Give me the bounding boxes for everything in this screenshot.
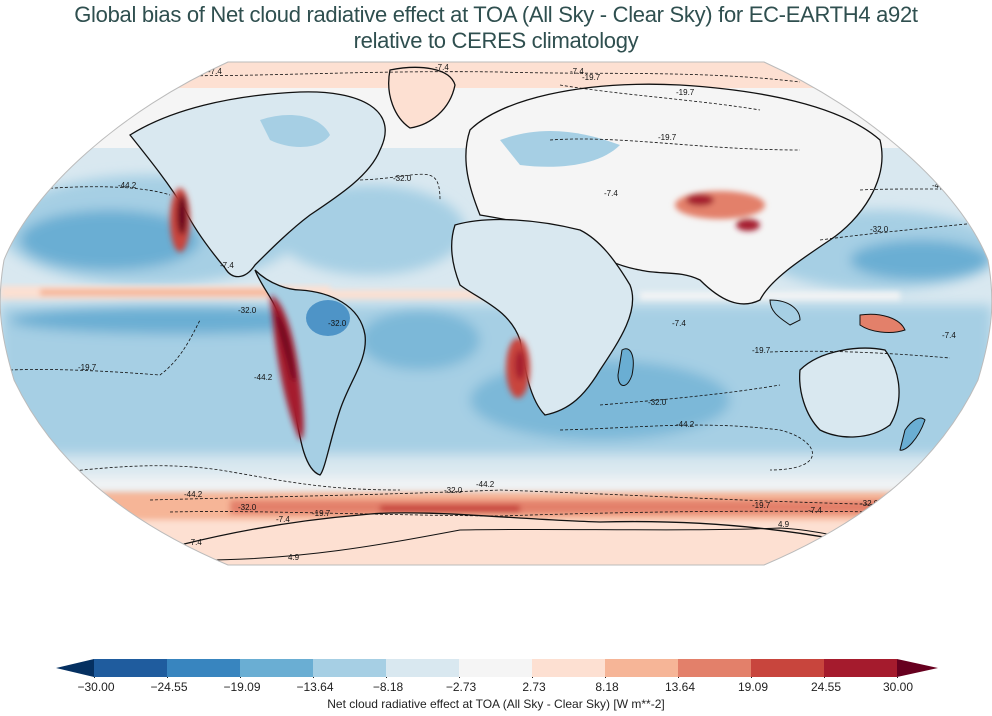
- svg-text:-44.2: -44.2: [254, 373, 273, 382]
- svg-text:-44.2: -44.2: [476, 480, 495, 489]
- svg-text:-32.0: -32.0: [870, 225, 889, 234]
- svg-text:-19.7: -19.7: [752, 501, 771, 510]
- world-map: -7.4 -7.4 -7.4 -19.7 -19.7 -19.7 -44.2 -…: [0, 60, 992, 568]
- colorbar: [56, 659, 938, 678]
- svg-text:-7.4: -7.4: [276, 515, 290, 524]
- svg-text:-7.4: -7.4: [220, 261, 234, 270]
- colorbar-tick: −30.00: [77, 680, 115, 694]
- colorbar-extend-min: [56, 659, 94, 677]
- colorbar-tick: 19.09: [737, 680, 769, 694]
- contour-lines: [9, 71, 986, 517]
- svg-text:-32.0: -32.0: [648, 398, 667, 407]
- colorbar-label: Net cloud radiative effect at TOA (All S…: [327, 697, 665, 711]
- colorbar-tick: 30.00: [882, 680, 914, 694]
- svg-text:-7.4: -7.4: [604, 189, 618, 198]
- svg-text:-7.4: -7.4: [435, 63, 449, 72]
- svg-text:-19.7: -19.7: [582, 73, 601, 82]
- colorbar-tick: −19.09: [223, 680, 261, 694]
- svg-text:-44.2: -44.2: [184, 490, 203, 499]
- map-field: -7.4 -7.4 -7.4 -19.7 -19.7 -19.7 -44.2 -…: [0, 62, 992, 565]
- svg-text:-32.0: -32.0: [393, 174, 412, 183]
- svg-text:-19.7: -19.7: [312, 509, 331, 518]
- svg-text:-19.7: -19.7: [752, 346, 771, 355]
- svg-text:-19.7: -19.7: [658, 133, 677, 142]
- svg-text:-7.4: -7.4: [942, 331, 956, 340]
- svg-text:-44.2: -44.2: [118, 181, 137, 190]
- svg-text:4.9: 4.9: [288, 553, 300, 562]
- svg-text:-7.4: -7.4: [188, 538, 202, 547]
- colorbar-tick: −8.18: [372, 680, 404, 694]
- svg-text:-32.0: -32.0: [444, 486, 463, 495]
- positive-contour-lines: [199, 527, 881, 561]
- map-svg: -7.4 -7.4 -7.4 -19.7 -19.7 -19.7 -44.2 -…: [0, 61, 992, 566]
- title-line-2: relative to CERES climatology: [353, 28, 639, 53]
- colorbar-tick: 24.55: [810, 680, 842, 694]
- contour-label-group: -7.4 -7.4 -7.4 -19.7 -19.7 -19.7 -44.2 -…: [78, 63, 956, 562]
- colorbar-extend-max: [897, 659, 938, 677]
- colorbar-tick: 2.73: [522, 680, 546, 694]
- colorbar-tick: 13.64: [664, 680, 696, 694]
- svg-text:-7.4: -7.4: [808, 506, 822, 515]
- svg-text:-7.4: -7.4: [208, 67, 222, 76]
- colorbar-tick: −13.64: [296, 680, 334, 694]
- svg-text:-19.7: -19.7: [78, 363, 97, 372]
- svg-text:4.9: 4.9: [778, 520, 790, 529]
- svg-text:-32.0: -32.0: [328, 319, 347, 328]
- colorbar-tick: −24.55: [150, 680, 188, 694]
- positive-bias-patches: [170, 188, 530, 440]
- svg-text:-7.4: -7.4: [570, 67, 584, 76]
- colorbar-tick: −2.73: [445, 680, 477, 694]
- svg-text:-32.0: -32.0: [860, 499, 879, 508]
- figure-title: Global bias of Net cloud radiative effec…: [0, 2, 992, 54]
- map-boundary: [0, 61, 992, 566]
- svg-text:-44.2: -44.2: [676, 420, 695, 429]
- svg-text:-32.0: -32.0: [238, 306, 257, 315]
- svg-text:-32.0: -32.0: [238, 503, 257, 512]
- landmasses: [129, 66, 926, 565]
- svg-text:-7.4: -7.4: [672, 319, 686, 328]
- colorbar-tick: 8.18: [595, 680, 619, 694]
- title-line-1: Global bias of Net cloud radiative effec…: [74, 2, 918, 27]
- svg-text:-19.7: -19.7: [676, 88, 695, 97]
